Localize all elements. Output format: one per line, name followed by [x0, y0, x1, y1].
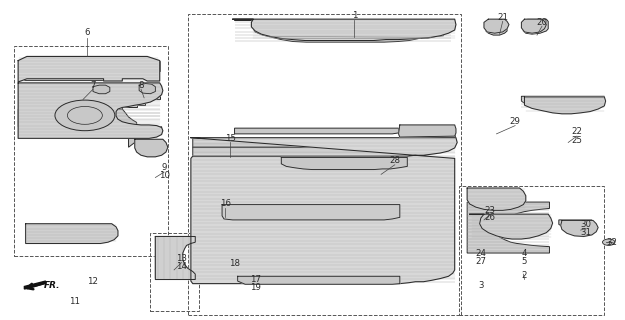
Polygon shape: [559, 220, 592, 228]
Text: 7: 7: [90, 81, 96, 90]
Text: FR.: FR.: [44, 281, 60, 290]
Text: 25: 25: [571, 136, 582, 145]
Text: 14: 14: [176, 262, 187, 271]
Polygon shape: [192, 138, 454, 147]
Polygon shape: [281, 157, 408, 170]
Text: 27: 27: [476, 258, 486, 267]
Polygon shape: [139, 84, 156, 94]
Text: 12: 12: [88, 276, 99, 285]
Polygon shape: [524, 97, 606, 114]
Bar: [151, 233, 199, 311]
Polygon shape: [18, 56, 160, 82]
Text: 16: 16: [220, 199, 231, 208]
Polygon shape: [24, 60, 160, 80]
Bar: [188, 14, 461, 316]
Text: 1: 1: [351, 12, 357, 20]
Text: 15: 15: [224, 134, 236, 143]
Polygon shape: [234, 20, 451, 42]
Text: 21: 21: [498, 13, 508, 22]
Text: 9: 9: [161, 164, 167, 172]
Circle shape: [55, 100, 115, 131]
Polygon shape: [467, 202, 549, 253]
Circle shape: [602, 239, 615, 245]
Polygon shape: [234, 128, 399, 134]
Text: 8: 8: [138, 81, 144, 90]
Text: 17: 17: [249, 275, 261, 284]
Polygon shape: [469, 214, 552, 239]
Polygon shape: [399, 125, 456, 137]
Polygon shape: [192, 147, 425, 277]
Polygon shape: [521, 96, 604, 110]
Polygon shape: [18, 109, 137, 126]
Text: 11: 11: [69, 297, 80, 306]
Text: 31: 31: [580, 228, 591, 237]
Text: 22: 22: [571, 127, 582, 136]
Text: 32: 32: [606, 238, 618, 247]
Polygon shape: [24, 281, 46, 289]
Polygon shape: [26, 224, 118, 244]
Polygon shape: [222, 204, 400, 220]
Polygon shape: [484, 19, 509, 33]
Text: 18: 18: [229, 259, 240, 268]
Text: 10: 10: [159, 171, 169, 180]
Polygon shape: [467, 188, 526, 210]
Text: 4: 4: [522, 249, 528, 258]
Text: 30: 30: [580, 220, 591, 229]
Polygon shape: [192, 277, 405, 283]
Polygon shape: [129, 126, 162, 147]
Text: 29: 29: [510, 116, 521, 126]
Bar: [14, 46, 168, 256]
Text: 28: 28: [389, 156, 401, 165]
Polygon shape: [191, 138, 457, 284]
Polygon shape: [156, 236, 195, 279]
Polygon shape: [27, 226, 112, 242]
Text: 24: 24: [476, 250, 486, 259]
Polygon shape: [521, 19, 546, 33]
Polygon shape: [18, 92, 160, 109]
Polygon shape: [93, 85, 110, 94]
Polygon shape: [18, 83, 163, 138]
Text: 13: 13: [176, 254, 187, 263]
Text: 20: 20: [536, 18, 548, 27]
Text: 3: 3: [478, 281, 484, 290]
Text: 19: 19: [250, 283, 261, 292]
Text: 2: 2: [522, 271, 528, 280]
Polygon shape: [561, 220, 598, 236]
Polygon shape: [400, 134, 454, 138]
Text: 6: 6: [84, 28, 89, 37]
Text: 5: 5: [522, 257, 528, 266]
Polygon shape: [135, 139, 168, 157]
Polygon shape: [523, 19, 548, 34]
Text: 23: 23: [485, 206, 496, 215]
Bar: [459, 186, 604, 316]
Polygon shape: [238, 276, 400, 284]
Polygon shape: [486, 20, 507, 35]
Polygon shape: [232, 19, 456, 41]
Polygon shape: [156, 236, 194, 278]
Text: 26: 26: [485, 213, 496, 222]
